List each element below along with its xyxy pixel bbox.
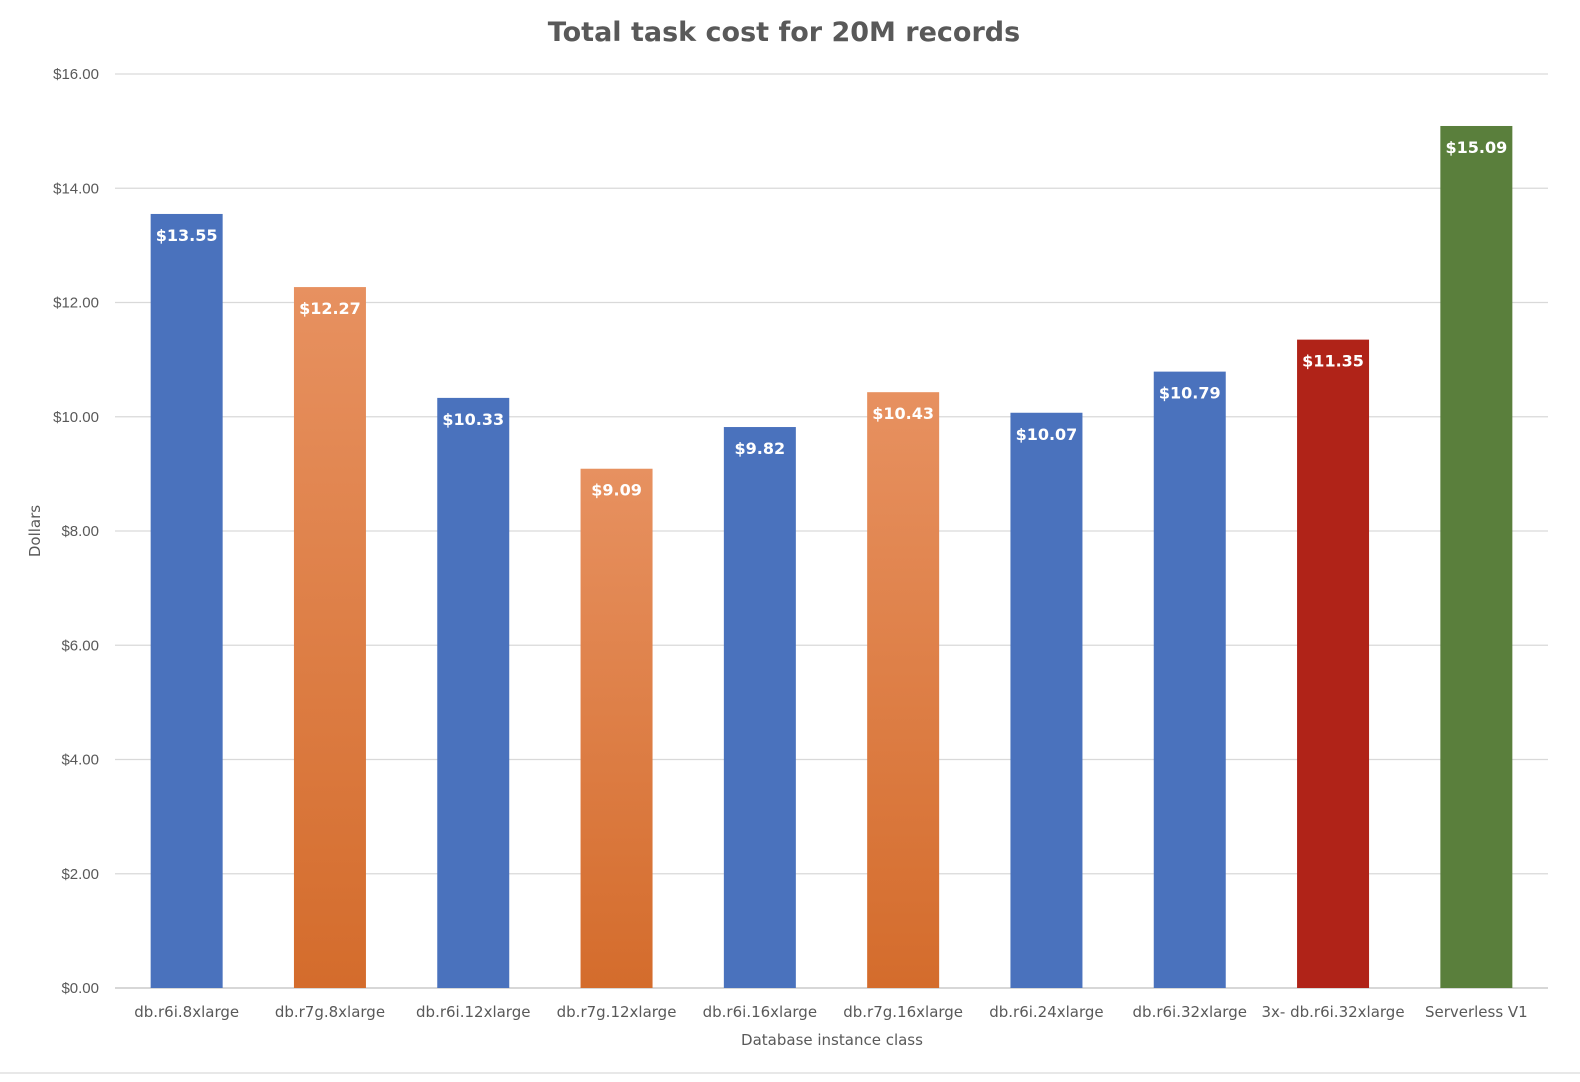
data-label: $10.79 — [1159, 384, 1221, 403]
y-axis-ticks: $0.00 $2.00 $4.00 $6.00 $8.00 $10.00 $12.00 $14… — [53, 66, 99, 997]
bar — [580, 468, 653, 988]
y-tick-label: $16.00 — [53, 66, 99, 83]
data-label: $10.33 — [442, 410, 504, 429]
data-label: $9.82 — [735, 439, 786, 458]
x-tick-label: Serverless V1 — [1425, 1003, 1528, 1021]
x-tick-label: db.r6i.12xlarge — [416, 1003, 530, 1021]
bar — [293, 287, 366, 988]
x-tick-label: db.r7g.12xlarge — [557, 1003, 677, 1021]
bar — [150, 213, 223, 989]
y-tick-label: $10.00 — [53, 409, 99, 426]
y-tick-label: $14.00 — [53, 180, 99, 197]
bar — [867, 392, 940, 988]
data-label: $10.43 — [872, 404, 934, 423]
bar — [1010, 412, 1083, 989]
x-tick-label: db.r7g.16xlarge — [843, 1003, 963, 1021]
bar — [723, 427, 796, 989]
data-label: $10.07 — [1016, 425, 1078, 444]
bar — [1153, 371, 1226, 989]
data-label: $12.27 — [299, 299, 361, 318]
y-tick-label: $0.00 — [61, 980, 99, 997]
y-tick-label: $8.00 — [61, 523, 99, 540]
x-tick-label: db.r7g.8xlarge — [275, 1003, 385, 1021]
bar — [1297, 339, 1370, 989]
x-tick-label: db.r6i.8xlarge — [134, 1003, 239, 1021]
x-tick-label: db.r6i.32xlarge — [1133, 1003, 1247, 1021]
data-label: $11.35 — [1302, 352, 1364, 371]
data-label: $13.55 — [156, 226, 218, 245]
y-tick-label: $2.00 — [61, 866, 99, 883]
x-axis-label: Database instance class — [741, 1031, 923, 1049]
x-tick-label: 3x- db.r6i.32xlarge — [1262, 1003, 1405, 1021]
y-tick-label: $12.00 — [53, 295, 99, 312]
x-tick-label: db.r6i.24xlarge — [989, 1003, 1103, 1021]
x-tick-label: db.r6i.16xlarge — [703, 1003, 817, 1021]
chart-title: Total task cost for 20M records — [548, 17, 1020, 48]
y-axis-label: Dollars — [26, 505, 44, 557]
x-axis-ticks: db.r6i.8xlarge db.r7g.8xlarge db.r6i.12xla… — [134, 1003, 1528, 1021]
y-tick-label: $4.00 — [61, 752, 99, 769]
bar — [437, 397, 510, 988]
bar — [1440, 125, 1513, 988]
data-label: $15.09 — [1445, 138, 1507, 157]
bars: $13.55 $12.27 $10.33 $9.09 $9.82 $10.43 $10.07… — [150, 125, 1513, 989]
y-tick-label: $6.00 — [61, 637, 99, 654]
data-label: $9.09 — [591, 481, 642, 500]
